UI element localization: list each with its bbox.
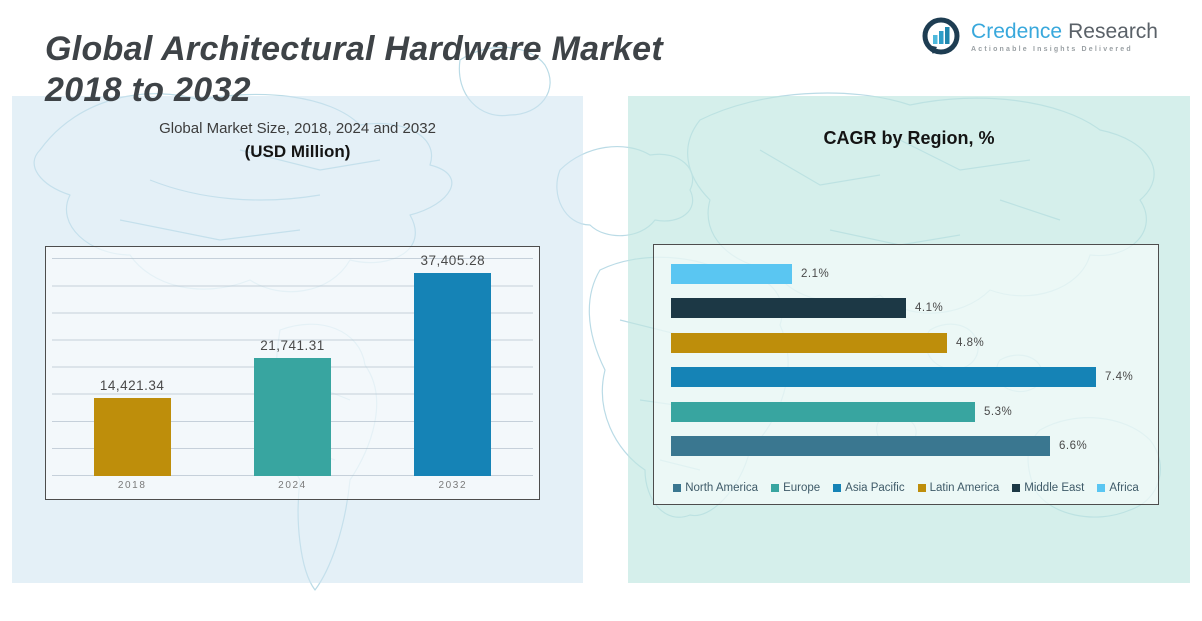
legend-item-middle-east: Middle East bbox=[1012, 482, 1084, 494]
cagr-chart-title: CAGR by Region, % bbox=[823, 128, 995, 148]
cagr-row-europe: 5.3% bbox=[671, 402, 1012, 422]
page-title: Global Architectural Hardware Market 2018… bbox=[45, 29, 663, 111]
legend-item-africa: Africa bbox=[1097, 482, 1139, 494]
logo-brand-secondary: Research bbox=[1068, 20, 1158, 43]
logo-chart-bubble-icon bbox=[922, 17, 960, 55]
cagr-row-africa: 2.1% bbox=[671, 264, 829, 284]
bar-group-2018: 14,421.34 bbox=[52, 247, 212, 476]
logo-brand-name: Credence Research bbox=[971, 20, 1158, 44]
page-title-line2: 2018 to 2032 bbox=[45, 70, 251, 109]
legend-item-europe: Europe bbox=[771, 482, 820, 494]
bar-2032 bbox=[414, 273, 492, 476]
credence-research-logo: Credence Research Actionable Insights Del… bbox=[920, 16, 1158, 58]
cagr-row-latin-america: 4.8% bbox=[671, 333, 984, 353]
bar-value-label-2024: 21,741.31 bbox=[260, 338, 325, 353]
bar-group-2024: 21,741.31 bbox=[212, 247, 372, 476]
cagr-value-label-africa: 2.1% bbox=[801, 268, 830, 280]
cagr-chart: 2.1% 4.1% 4.8% 7.4% 5.3% 6.6% North America Eu… bbox=[653, 244, 1159, 505]
market-size-plot-area: 14,421.34 21,741.31 37,405.28 bbox=[52, 247, 533, 476]
logo-tagline: Actionable Insights Delivered bbox=[971, 46, 1133, 53]
cagr-value-label-europe: 5.3% bbox=[984, 406, 1013, 418]
legend-item-north-america: North America bbox=[673, 482, 758, 494]
legend-item-asia-pacific: Asia Pacific bbox=[833, 482, 905, 494]
legend-swatch-europe bbox=[771, 484, 780, 492]
cagr-value-label-north-america: 6.6% bbox=[1059, 440, 1088, 452]
x-axis-label-2018: 2018 bbox=[117, 480, 147, 491]
logo-text: Credence Research Actionable Insights Del… bbox=[971, 16, 1158, 53]
bar-group-2032: 37,405.28 bbox=[373, 247, 533, 476]
legend-label-north-america: North America bbox=[685, 482, 759, 494]
cagr-value-label-middle-east: 4.1% bbox=[915, 302, 944, 314]
legend-swatch-middle-east bbox=[1012, 484, 1021, 492]
cagr-bar-asia-pacific bbox=[671, 367, 1096, 387]
bar-2024 bbox=[253, 358, 331, 476]
legend-swatch-north-america bbox=[673, 484, 682, 492]
legend-swatch-latin-america bbox=[917, 484, 926, 492]
market-size-chart-title: Global Market Size, 2018, 2024 and 2032 bbox=[159, 120, 436, 137]
x-axis-label-2032: 2032 bbox=[438, 480, 468, 491]
market-size-x-axis: 2018 2024 2032 bbox=[52, 476, 533, 498]
market-size-chart-subtitle: (USD Million) bbox=[244, 142, 351, 161]
legend-label-africa: Africa bbox=[1109, 482, 1139, 494]
bar-value-label-2018: 14,421.34 bbox=[99, 378, 165, 393]
bar-value-label-2032: 37,405.28 bbox=[420, 253, 486, 268]
cagr-panel: CAGR by Region, % 2.1% 4.1% 4.8% 7.4% 5.3% 6.… bbox=[628, 96, 1190, 583]
cagr-row-middle-east: 4.1% bbox=[671, 298, 943, 318]
bar-2018 bbox=[93, 398, 171, 476]
legend-swatch-africa bbox=[1097, 484, 1106, 492]
market-size-panel: Global Market Size, 2018, 2024 and 2032 … bbox=[12, 96, 583, 583]
market-size-chart: 14,421.34 21,741.31 37,405.28 2018 2024 2032 bbox=[45, 246, 540, 500]
cagr-value-label-latin-america: 4.8% bbox=[956, 337, 985, 349]
logo-brand-primary: Credence bbox=[971, 20, 1063, 43]
cagr-value-label-asia-pacific: 7.4% bbox=[1105, 371, 1134, 383]
page-title-line1: Global Architectural Hardware Market bbox=[45, 29, 663, 68]
legend-label-middle-east: Middle East bbox=[1024, 482, 1085, 494]
x-axis-label-2024: 2024 bbox=[278, 480, 307, 491]
cagr-plot-area: 2.1% 4.1% 4.8% 7.4% 5.3% 6.6% bbox=[654, 245, 1158, 504]
legend-swatch-asia-pacific bbox=[833, 484, 842, 492]
cagr-row-north-america: 6.6% bbox=[671, 436, 1087, 456]
legend-item-latin-america: Latin America bbox=[917, 482, 1000, 494]
cagr-bar-middle-east bbox=[671, 298, 906, 318]
cagr-bar-europe bbox=[671, 402, 975, 422]
legend-label-latin-america: Latin America bbox=[929, 482, 1000, 494]
legend-label-europe: Europe bbox=[783, 482, 821, 494]
cagr-bar-north-america bbox=[671, 436, 1050, 456]
cagr-legend: North America Europe Asia Pacific Latin Ame… bbox=[654, 482, 1158, 494]
cagr-row-asia-pacific: 7.4% bbox=[671, 367, 1133, 387]
cagr-bar-africa bbox=[671, 264, 792, 284]
legend-label-asia-pacific: Asia Pacific bbox=[845, 482, 905, 494]
cagr-bar-latin-america bbox=[671, 333, 947, 353]
